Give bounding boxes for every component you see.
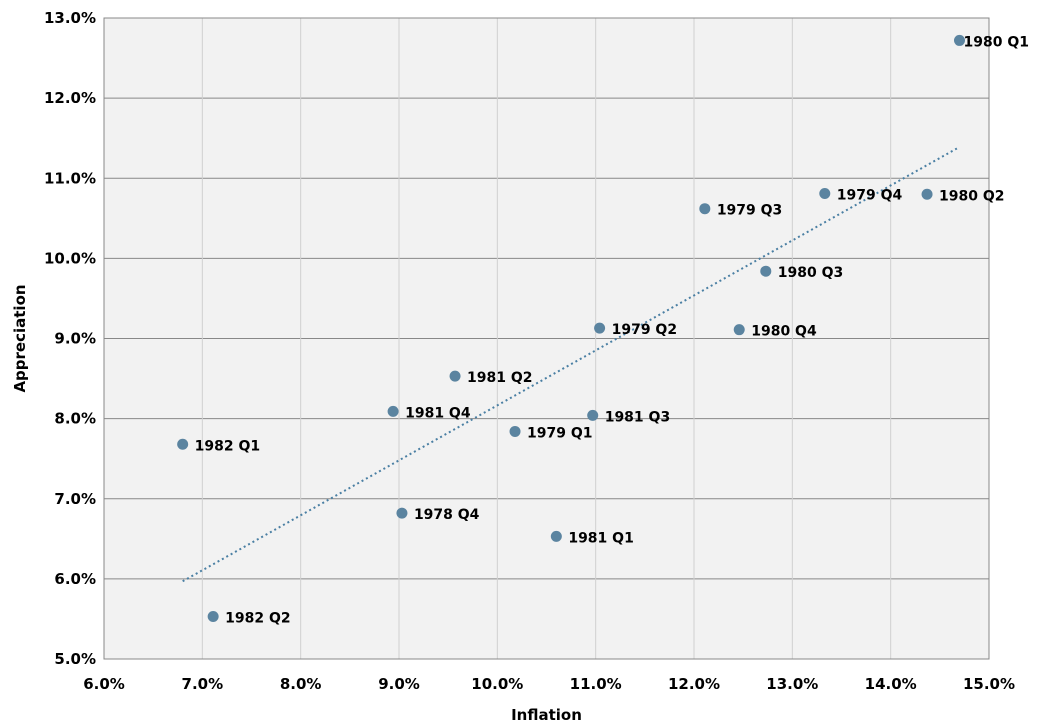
data-label: 1980 Q3 — [778, 265, 843, 281]
x-tick-label: 9.0% — [378, 675, 420, 693]
y-tick-label: 5.0% — [54, 650, 96, 668]
point-labels: 1980 Q1 1979 Q4 1980 Q2 1979 Q3 1980 Q3 1979 … — [195, 34, 1029, 626]
data-label: 1980 Q2 — [939, 188, 1004, 204]
x-tick-label: 14.0% — [865, 675, 917, 693]
data-point — [396, 507, 408, 519]
y-tick-label: 10.0% — [44, 249, 96, 267]
y-tick-label: 11.0% — [44, 169, 96, 187]
trendline-line — [182, 146, 960, 583]
data-point — [177, 438, 189, 450]
data-point — [207, 611, 219, 623]
data-label: 1981 Q3 — [605, 409, 670, 425]
data-label: 1980 Q1 — [964, 34, 1029, 50]
data-label: 1979 Q1 — [527, 425, 592, 441]
data-point — [509, 425, 521, 437]
data-point — [449, 370, 461, 382]
x-tick-label: 13.0% — [766, 675, 818, 693]
axes: 5.0% 6.0% 7.0% 8.0% 9.0% 10.0% 11.0% 12.0% 13.0%… — [44, 9, 1015, 693]
x-tick-label: 8.0% — [280, 675, 322, 693]
data-points — [177, 34, 965, 623]
x-tick-label: 7.0% — [182, 675, 224, 693]
plot-border — [103, 17, 990, 660]
y-tick-label: 6.0% — [54, 570, 96, 588]
trendline — [182, 146, 960, 583]
data-label: 1978 Q4 — [414, 507, 480, 523]
data-point — [819, 187, 831, 199]
data-label: 1982 Q2 — [225, 611, 290, 627]
data-point — [594, 322, 606, 334]
y-tick-label: 12.0% — [44, 89, 96, 107]
data-point — [387, 405, 399, 417]
y-tick-label: 13.0% — [44, 9, 96, 27]
data-label: 1981 Q1 — [568, 530, 633, 546]
data-point — [921, 188, 933, 200]
data-point — [699, 203, 711, 215]
data-label: 1981 Q2 — [467, 370, 532, 386]
data-point — [760, 265, 772, 277]
data-label: 1981 Q4 — [405, 405, 471, 421]
data-point — [733, 324, 745, 336]
data-point — [954, 34, 965, 46]
y-axis-title: Appreciation — [11, 284, 29, 392]
y-tick-label: 8.0% — [54, 410, 96, 428]
y-tick-label: 7.0% — [54, 490, 96, 508]
data-label: 1982 Q1 — [195, 438, 260, 454]
data-label: 1979 Q4 — [837, 187, 903, 203]
data-label: 1980 Q4 — [751, 324, 817, 340]
x-tick-label: 6.0% — [83, 675, 125, 693]
x-tick-label: 15.0% — [963, 675, 1015, 693]
x-tick-label: 11.0% — [570, 675, 622, 693]
x-axis-title: Inflation — [511, 706, 582, 724]
x-tick-label: 12.0% — [668, 675, 720, 693]
data-label: 1979 Q3 — [717, 203, 782, 219]
y-tick-label: 9.0% — [54, 330, 96, 348]
data-label: 1979 Q2 — [612, 322, 677, 338]
data-point — [550, 530, 562, 542]
x-tick-label: 10.0% — [471, 675, 523, 693]
data-point — [587, 409, 599, 421]
